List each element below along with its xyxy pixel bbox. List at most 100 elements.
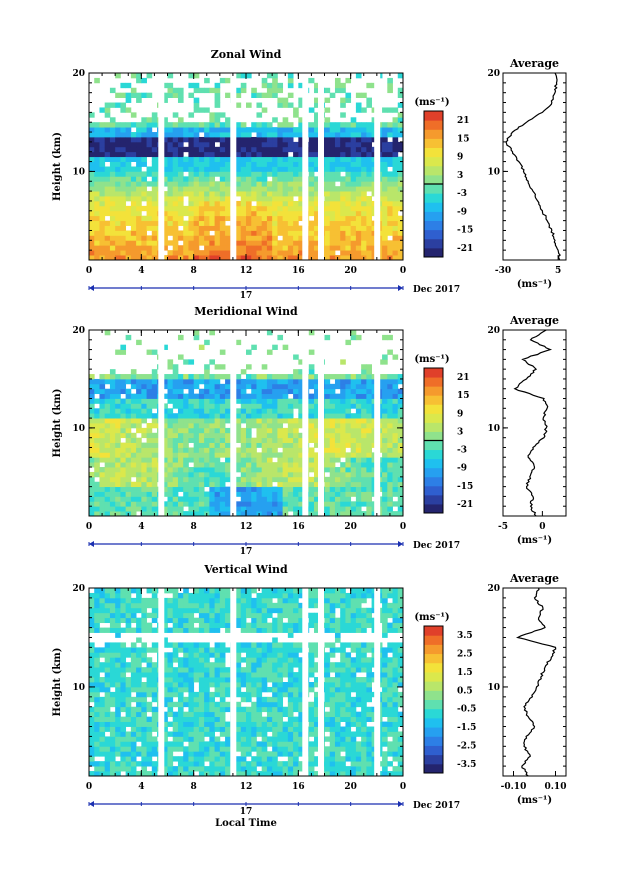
heatmap-cell	[109, 176, 116, 182]
heatmap-cell	[308, 486, 315, 492]
heatmap-cell	[272, 255, 278, 261]
heatmap-cell	[198, 447, 205, 453]
heatmap-cell	[193, 403, 200, 409]
heatmap-cell	[272, 181, 278, 187]
heatmap-cell	[282, 156, 289, 162]
heatmap-cell	[130, 196, 137, 202]
heatmap-cell	[235, 771, 242, 777]
heatmap-cell	[130, 235, 137, 241]
heatmap-cell	[334, 136, 341, 143]
heatmap-cell	[240, 166, 247, 172]
heatmap-cell	[387, 418, 393, 424]
heatmap-cell	[345, 191, 352, 197]
heatmap-cell	[225, 602, 231, 609]
heatmap-cell	[235, 721, 242, 727]
heatmap-cell	[287, 166, 294, 172]
heatmap-cell	[298, 200, 304, 207]
heatmap-cell	[188, 677, 195, 683]
heatmap-cell	[104, 761, 111, 767]
heatmap-cell	[89, 235, 95, 241]
heatmap-cell	[324, 452, 331, 458]
heatmap-cell	[246, 437, 252, 443]
heatmap-cell	[387, 496, 393, 502]
heatmap-cell	[219, 205, 226, 212]
heatmap-cell	[282, 457, 289, 463]
heatmap-cell	[287, 501, 294, 507]
heatmap-cell	[104, 240, 111, 246]
heatmap-cell	[204, 369, 210, 375]
heatmap-cell	[246, 230, 252, 236]
heatmap-cell	[172, 171, 179, 177]
heatmap-cell	[204, 471, 210, 478]
heatmap-cell	[334, 196, 341, 202]
heatmap-cell	[151, 423, 158, 429]
colorbar-swatch	[424, 174, 443, 185]
heatmap-cell	[272, 200, 278, 207]
heatmap-cell	[240, 383, 247, 390]
colorbar-swatch	[424, 377, 443, 387]
heatmap-cell	[219, 230, 226, 236]
heatmap-cell	[251, 151, 257, 158]
heatmap-cell	[287, 418, 294, 424]
heatmap-cell	[94, 771, 100, 777]
heatmap-cell	[298, 146, 304, 153]
heatmap-cell	[324, 215, 331, 222]
heatmap-cell	[251, 716, 257, 722]
heatmap-cell	[151, 240, 158, 246]
heatmap-cell	[340, 215, 346, 222]
heatmap-cell	[214, 437, 221, 443]
heatmap-cell	[104, 486, 111, 492]
heatmap-cell	[256, 191, 263, 197]
heatmap-cell	[172, 736, 179, 742]
heatmap-cell	[188, 127, 195, 133]
heatmap-cell	[89, 210, 95, 217]
heatmap-cell	[94, 612, 100, 619]
heatmap-cell	[329, 215, 336, 222]
heatmap-cell	[89, 146, 95, 153]
heatmap-cell	[329, 230, 336, 236]
heatmap-cell	[240, 462, 247, 468]
heatmap-cell	[361, 423, 367, 429]
heatmap-cell	[266, 141, 273, 148]
heatmap-cell	[94, 255, 100, 261]
heatmap-cell	[329, 398, 336, 404]
heatmap-cell	[324, 408, 331, 414]
heatmap-cell	[387, 132, 393, 138]
heatmap-cell	[167, 588, 174, 594]
heatmap-cell	[146, 427, 153, 434]
heatmap-cell	[392, 437, 399, 443]
heatmap-cell	[256, 491, 263, 497]
heatmap-cell	[162, 408, 168, 414]
heatmap-cell	[198, 667, 205, 673]
heatmap-cell	[141, 612, 147, 619]
heatmap-cell	[109, 607, 116, 614]
heatmap-cell	[183, 427, 189, 434]
heatmap-cell	[314, 398, 320, 404]
heatmap-cell	[240, 161, 247, 167]
heatmap-cell	[308, 383, 315, 390]
heatmap-cell	[246, 452, 252, 458]
heatmap-cell	[329, 92, 336, 98]
heatmap-cell	[334, 82, 341, 89]
heatmap-cell	[387, 423, 393, 429]
heatmap-cell	[209, 210, 215, 217]
heatmap-cell	[392, 151, 399, 158]
heatmap-cell	[162, 617, 168, 624]
colorbar-swatch	[424, 147, 443, 158]
heatmap-cell	[361, 166, 367, 172]
heatmap-cell	[130, 442, 137, 448]
heatmap-cell	[209, 393, 215, 399]
heatmap-cell	[235, 427, 242, 434]
heatmap-cell	[120, 200, 127, 207]
heatmap-cell	[204, 467, 210, 473]
heatmap-cell	[172, 215, 179, 222]
heatmap-cell	[167, 176, 174, 182]
heatmap-cell	[246, 481, 252, 488]
colorbar-tick-label: -3	[457, 446, 467, 456]
heatmap-cell	[246, 378, 252, 385]
heatmap-cell	[219, 186, 226, 192]
heatmap-cell	[382, 220, 388, 226]
heatmap-cell	[209, 597, 215, 604]
heatmap-cell	[204, 87, 210, 94]
heatmap-cell	[109, 240, 116, 246]
